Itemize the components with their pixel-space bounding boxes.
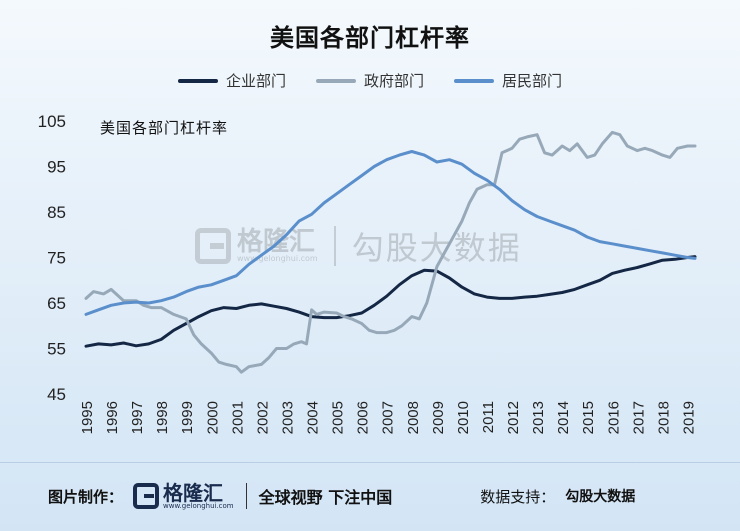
x-tick-label: 2003 <box>279 401 296 434</box>
series-line-household <box>84 150 697 316</box>
x-tick-label: 2005 <box>330 401 347 434</box>
legend-item-government: 政府部门 <box>315 70 424 91</box>
x-axis: 1995 1996 1997 1998 1999 2000 2001 2002 2003 2004… <box>79 401 697 434</box>
legend-item-household: 居民部门 <box>454 70 562 91</box>
x-tick-label: 1999 <box>179 401 196 434</box>
x-tick-label: 2012 <box>505 401 522 434</box>
legend-label-corporate: 企业部门 <box>225 72 286 90</box>
x-tick-label: 1998 <box>154 401 171 434</box>
footer-support-source: 勾股大数据 <box>565 489 636 505</box>
legend-swatch-corporate <box>177 78 218 83</box>
x-tick-label: 1996 <box>104 401 121 434</box>
y-tick-label: 85 <box>47 203 66 222</box>
footer-made-by-label: 图片制作： <box>48 487 124 506</box>
legend-swatch-household <box>454 78 494 83</box>
x-tick-label: 2014 <box>555 401 572 434</box>
x-tick-label: 2015 <box>580 401 597 434</box>
series-line-government <box>84 130 697 374</box>
x-tick-label: 2008 <box>405 401 422 434</box>
footer: 图片制作： 格隆汇 www.gelonghui.com 全球视野 下注中国 数据… <box>0 468 740 524</box>
x-tick-label: 2016 <box>605 401 622 434</box>
footer-logo-icon <box>133 483 160 509</box>
y-tick-label: 65 <box>47 294 66 313</box>
footer-slogan: 全球视野 下注中国 <box>258 488 393 507</box>
y-axis: 45 55 65 75 85 95 105 <box>38 112 66 404</box>
x-tick-label: 2007 <box>380 401 397 434</box>
legend-item-corporate: 企业部门 <box>177 70 286 91</box>
y-tick-label: 55 <box>47 340 66 359</box>
legend-label-government: 政府部门 <box>363 72 424 90</box>
x-tick-label: 2013 <box>530 401 547 434</box>
footer-brand: 格隆汇 <box>163 480 224 505</box>
y-tick-label: 45 <box>47 385 66 404</box>
x-tick-label: 2010 <box>455 401 472 434</box>
x-tick-label: 2017 <box>630 401 647 434</box>
chart-inner-label: 美国各部门杠杆率 <box>100 119 229 137</box>
x-tick-label: 2019 <box>680 401 697 434</box>
x-tick-label: 1997 <box>129 401 146 434</box>
chart-legend: 企业部门 政府部门 居民部门 <box>0 70 740 91</box>
legend-swatch-government <box>315 78 356 83</box>
chart-title: 美国各部门杠杆率 <box>270 24 470 52</box>
x-tick-label: 2006 <box>355 401 372 434</box>
y-tick-label: 105 <box>38 112 66 131</box>
x-tick-label: 1995 <box>79 401 96 434</box>
footer-support-label: 数据支持： <box>480 487 556 506</box>
footer-separator <box>245 483 247 509</box>
x-tick-label: 2002 <box>254 401 271 434</box>
y-tick-label: 75 <box>47 249 66 268</box>
x-tick-label: 2009 <box>430 401 447 434</box>
footer-divider <box>0 462 740 463</box>
footer-brand-url: www.gelonghui.com <box>163 501 234 510</box>
series-layer <box>84 130 697 374</box>
x-tick-label: 2011 <box>480 401 497 433</box>
x-tick-label: 2000 <box>204 401 221 434</box>
x-tick-label: 2018 <box>655 401 672 434</box>
x-tick-label: 2001 <box>229 401 246 434</box>
x-tick-label: 2004 <box>305 401 322 434</box>
legend-label-household: 居民部门 <box>502 72 563 90</box>
footer-logo: 格隆汇 www.gelonghui.com <box>133 483 234 510</box>
y-tick-label: 95 <box>47 158 66 177</box>
